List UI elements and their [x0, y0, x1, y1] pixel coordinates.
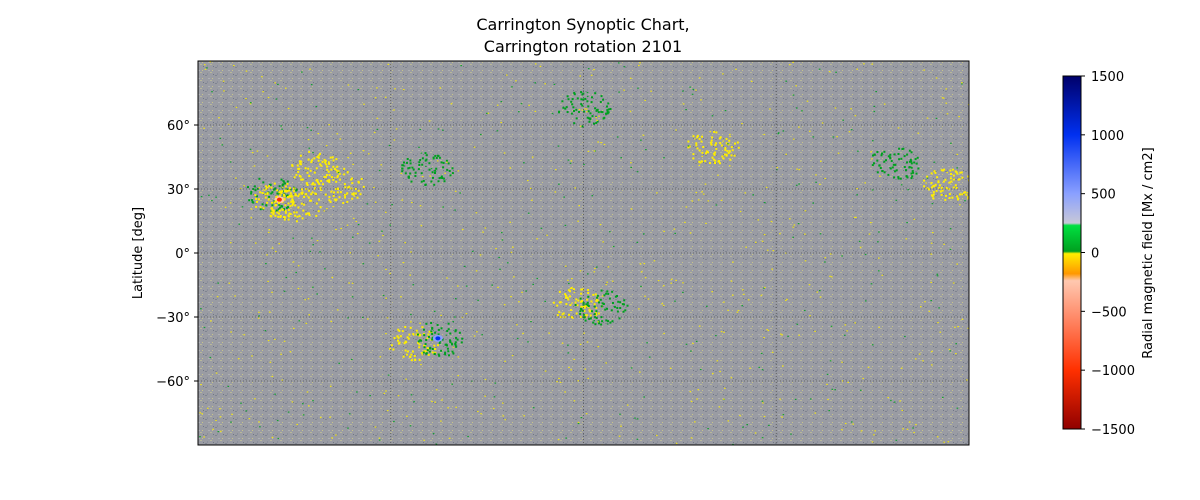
colorbar-tick-label: −1500 [1091, 423, 1135, 438]
background-speckles [199, 61, 969, 445]
active-regions [199, 61, 969, 445]
colorbar-tick-label: 1500 [1091, 70, 1124, 85]
active-region-negative [271, 187, 322, 223]
y-tick-label: 30° [167, 183, 190, 198]
y-tick-label: 0° [175, 247, 190, 262]
y-tick-label: −30° [156, 311, 190, 326]
active-region-negative [923, 168, 969, 201]
y-axis-label: Latitude [deg] [131, 207, 146, 299]
colorbar-ticks: 1500 1000 500 0 −500 −1000 −1500 [1081, 70, 1135, 438]
y-tick-label: 60° [167, 119, 190, 134]
chart-title-line1: Carrington Synoptic Chart, [476, 15, 689, 34]
active-region-positive [574, 289, 629, 326]
active-region-negative [687, 130, 740, 165]
active-region-positive [871, 147, 920, 180]
colorbar-tick-label: −1000 [1091, 364, 1135, 379]
active-region-positive [558, 91, 612, 128]
colorbar: 1500 1000 500 0 −500 −1000 −1500 Radial magnet… [1062, 70, 1156, 438]
active-region-negative [311, 167, 365, 204]
active-region-positive [401, 152, 454, 186]
colorbar-tick-label: 1000 [1091, 129, 1124, 144]
colorbar-label: Radial magnetic field [Mx / cm2] [1141, 147, 1156, 358]
y-axis: 60° 30° 0° −30° −60° [156, 119, 198, 390]
colorbar-tick-label: 0 [1091, 247, 1099, 262]
y-tick-label: −60° [156, 375, 190, 390]
colorbar-tick-label: −500 [1091, 305, 1127, 320]
colorbar-tick-label: 500 [1091, 188, 1116, 203]
map-plot [197, 60, 970, 446]
active-region-positive [416, 322, 464, 357]
chart-title-line2: Carrington rotation 2101 [484, 37, 682, 56]
colorbar-scale [1062, 75, 1082, 430]
grid [198, 61, 969, 445]
